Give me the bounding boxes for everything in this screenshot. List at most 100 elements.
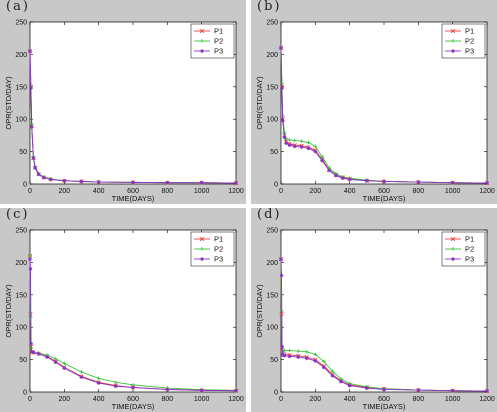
data-point xyxy=(280,344,284,349)
y-tick-label: 200 xyxy=(15,260,27,267)
data-point xyxy=(29,125,34,129)
data-point xyxy=(31,156,36,160)
data-point xyxy=(114,384,118,388)
data-point xyxy=(114,380,118,385)
data-point xyxy=(322,359,326,364)
y-tick-label: 100 xyxy=(15,117,27,124)
data-point xyxy=(330,369,335,374)
x-axis-label: TIME(DAYS) xyxy=(112,194,155,203)
y-tick-label: 150 xyxy=(15,84,27,91)
series-p3 xyxy=(279,257,489,393)
data-point xyxy=(280,86,284,90)
data-point xyxy=(234,181,238,185)
series-line xyxy=(29,259,237,392)
x-tick-label: 600 xyxy=(127,188,139,195)
panel-label: (c) xyxy=(6,207,30,222)
data-point xyxy=(199,28,205,34)
x-tick-label: 800 xyxy=(412,188,424,195)
data-point xyxy=(327,168,331,173)
data-point xyxy=(485,181,489,185)
data-point xyxy=(450,388,455,393)
x-tick-label: 0 xyxy=(28,396,32,403)
data-point xyxy=(304,350,309,354)
data-point xyxy=(96,376,101,381)
x-tick-label: 800 xyxy=(161,396,173,403)
data-point xyxy=(165,387,170,392)
series-p3 xyxy=(28,49,238,185)
y-tick-label: 0 xyxy=(23,182,27,189)
y-tick-label: 50 xyxy=(19,357,27,364)
data-point xyxy=(131,385,135,390)
data-point xyxy=(234,388,238,393)
legend-label: P1 xyxy=(465,235,474,244)
data-point xyxy=(199,236,205,242)
x-tick-label: 800 xyxy=(161,188,173,195)
data-point xyxy=(451,257,455,261)
data-point xyxy=(62,361,67,366)
data-point xyxy=(365,178,369,183)
x-axis-label: TIME(DAYS) xyxy=(112,402,155,411)
legend-label: P1 xyxy=(214,235,223,244)
data-point xyxy=(284,141,288,145)
data-point xyxy=(200,39,204,43)
data-point xyxy=(450,180,455,185)
data-point xyxy=(296,355,300,359)
y-tick-label: 100 xyxy=(266,325,278,332)
y-tick-label: 250 xyxy=(266,20,278,27)
data-point xyxy=(296,349,300,353)
x-tick-label: 1000 xyxy=(194,188,210,195)
data-point xyxy=(313,144,318,149)
data-point xyxy=(200,49,204,53)
data-point xyxy=(382,387,386,392)
data-point xyxy=(322,365,326,370)
panel-label: (a) xyxy=(6,0,30,14)
data-point xyxy=(28,267,33,271)
x-tick-label: 600 xyxy=(378,188,390,195)
data-point xyxy=(279,46,283,50)
data-point xyxy=(416,388,421,392)
legend-label: P1 xyxy=(214,27,223,36)
panel-label: (b) xyxy=(257,0,282,14)
data-point xyxy=(287,138,292,142)
data-point xyxy=(451,49,455,53)
data-point xyxy=(62,366,67,370)
data-point xyxy=(79,370,84,374)
x-tick-label: 1000 xyxy=(445,188,461,195)
y-tick-label: 150 xyxy=(266,292,278,299)
data-point xyxy=(96,381,101,385)
data-point xyxy=(96,180,101,184)
x-tick-label: 0 xyxy=(28,188,32,195)
y-tick-label: 250 xyxy=(15,20,27,27)
y-tick-label: 250 xyxy=(15,228,27,235)
chart-panel-d: 0 50 100 150 200 250 0 200 400 600 800 1000 1200 TIME… xyxy=(251,207,497,412)
x-tick-label: 800 xyxy=(412,396,424,403)
x-tick-label: 400 xyxy=(344,188,356,195)
y-tick-label: 200 xyxy=(266,52,278,59)
data-point xyxy=(28,49,32,53)
y-tick-label: 50 xyxy=(270,149,278,156)
x-tick-label: 0 xyxy=(279,396,283,403)
legend-label: P2 xyxy=(214,37,223,46)
x-tick-label: 1200 xyxy=(228,396,244,403)
legend-label: P1 xyxy=(465,27,474,36)
y-tick-label: 0 xyxy=(274,182,278,189)
data-point xyxy=(287,348,292,353)
y-tick-label: 150 xyxy=(266,84,278,91)
chart-b-svg: 0 50 100 150 200 250 0 200 400 600 800 1000 1200 TIME… xyxy=(255,20,495,204)
data-point xyxy=(339,379,343,384)
data-point xyxy=(29,350,34,354)
data-point xyxy=(53,360,58,364)
chart-a-svg: 0 50 100 150 200 250 0 200 400 600 800 1000 1200 TIME… xyxy=(4,20,244,204)
data-point xyxy=(62,178,67,183)
data-point xyxy=(306,140,311,145)
data-point xyxy=(199,388,204,393)
x-tick-label: 400 xyxy=(344,396,356,403)
y-tick-label: 250 xyxy=(266,228,278,235)
y-axis-label: OPR(STD/DAY) xyxy=(4,284,13,338)
data-point xyxy=(79,375,84,379)
data-point xyxy=(48,177,53,182)
data-point xyxy=(280,118,285,123)
